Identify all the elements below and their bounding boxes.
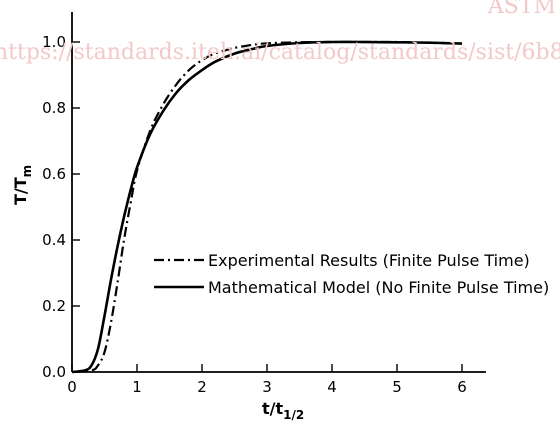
x-tick-label: 4 <box>327 378 337 396</box>
x-tick-label: 1 <box>132 378 142 396</box>
y-axis-title-sub: m <box>20 165 34 178</box>
y-axis-title-main: T/T <box>11 177 30 205</box>
legend-label-experimental: Experimental Results (Finite Pulse Time) <box>208 251 530 270</box>
watermark-astm: ASTM <box>487 0 556 19</box>
legend-label-model: Mathematical Model (No Finite Pulse Time… <box>208 278 549 297</box>
y-tick-label: 0.8 <box>42 99 66 117</box>
x-tick-label: 6 <box>457 378 467 396</box>
axes <box>71 12 486 373</box>
x-axis-title: t/t1/2 <box>262 399 304 422</box>
y-tick-label: 0.0 <box>42 363 66 381</box>
x-tick-label: 5 <box>392 378 402 396</box>
y-tick-label: 0.6 <box>42 165 66 183</box>
ticks: 0 1 2 3 4 5 6 0.0 0.2 0.4 0.6 0.8 1.0 <box>42 33 467 396</box>
y-tick-label: 1.0 <box>42 33 66 51</box>
x-tick-label: 3 <box>262 378 272 396</box>
y-tick-label: 0.2 <box>42 297 66 315</box>
watermark-url: https://standards.iteh.ai/catalog/standa… <box>0 40 560 65</box>
x-tick-label: 2 <box>197 378 207 396</box>
series-line-experimental <box>71 40 463 374</box>
series-layer <box>71 40 463 374</box>
legend: Experimental Results (Finite Pulse Time)… <box>154 251 549 297</box>
x-axis-title-main: t/t <box>262 399 283 418</box>
y-tick-label: 0.4 <box>42 231 66 249</box>
x-tick-label: 0 <box>67 378 77 396</box>
x-axis-title-sub: 1/2 <box>283 408 304 422</box>
y-axis-title: T/Tm <box>11 165 34 205</box>
series-line-model <box>71 40 463 374</box>
